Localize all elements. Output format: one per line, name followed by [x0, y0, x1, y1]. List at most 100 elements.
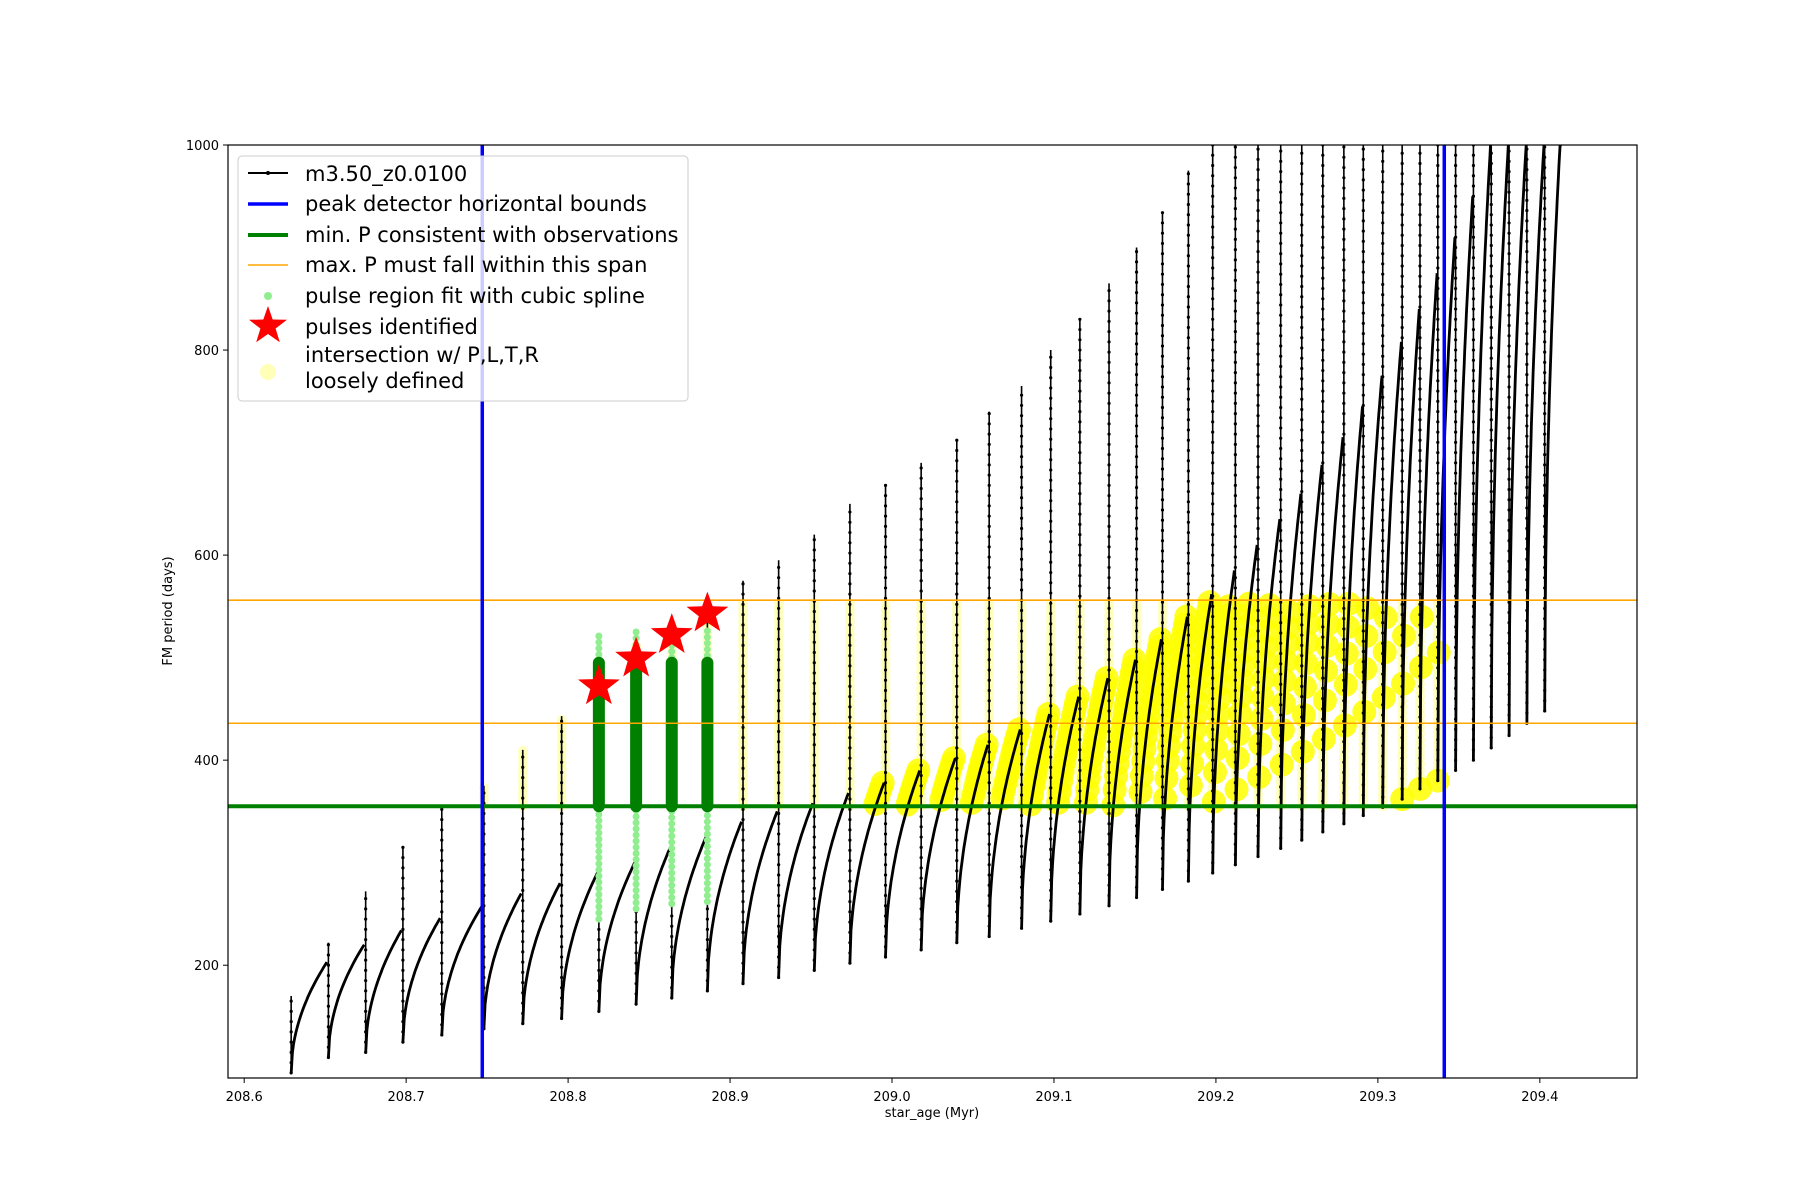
model-point [812, 661, 816, 665]
spline-point [595, 903, 603, 911]
model-point [1211, 635, 1215, 639]
model-point [1186, 459, 1190, 463]
legend-label: pulse region fit with cubic spline [305, 284, 645, 308]
model-point [1300, 510, 1304, 514]
model-point [1361, 588, 1365, 592]
model-point [1321, 615, 1325, 619]
model-point [1256, 537, 1260, 541]
model-point [1134, 701, 1139, 705]
model-point [919, 835, 923, 839]
model-point [919, 568, 923, 573]
model-point [1436, 512, 1440, 516]
model-point [1418, 377, 1422, 381]
model-point [848, 910, 852, 914]
model-point [1361, 188, 1365, 192]
spline-point [595, 841, 603, 849]
model-point [1107, 442, 1111, 446]
model-point [1321, 645, 1325, 649]
model-point [1471, 420, 1476, 424]
model-point [1107, 658, 1111, 662]
model-point [1418, 274, 1422, 278]
model-point [560, 791, 564, 795]
model-point [1300, 428, 1304, 432]
model-point [1300, 561, 1304, 565]
model-point [1543, 442, 1547, 446]
model-point [1160, 282, 1165, 287]
model-point [1186, 592, 1190, 596]
model-point [1436, 286, 1440, 291]
model-point [1436, 389, 1440, 393]
model-point [741, 664, 745, 668]
model-point [1211, 604, 1215, 608]
model-point [1186, 736, 1190, 740]
model-point [1256, 157, 1260, 161]
model-point [883, 852, 888, 857]
model-point [1256, 588, 1260, 592]
model-point [1342, 412, 1346, 416]
model-point [1186, 305, 1190, 309]
model-point [1186, 315, 1190, 319]
model-point [1160, 549, 1165, 553]
model-point [1233, 155, 1237, 159]
model-point [1256, 178, 1260, 182]
model-point [1361, 465, 1365, 469]
model-point [1454, 276, 1458, 280]
model-point [1361, 362, 1365, 367]
model-point [848, 582, 852, 586]
model-point [1279, 446, 1283, 451]
model-point [919, 527, 923, 532]
model-point [1279, 569, 1283, 574]
model-point [1107, 699, 1111, 703]
model-point [326, 1025, 331, 1029]
model-point [1300, 653, 1304, 658]
model-point [1256, 455, 1260, 459]
model-point [1361, 444, 1365, 449]
model-point [1525, 414, 1529, 418]
model-point [401, 948, 405, 952]
model-point [1279, 549, 1283, 553]
model-point [1361, 342, 1365, 346]
model-point [670, 945, 674, 949]
model-point [1233, 647, 1237, 652]
model-point [1134, 772, 1139, 777]
model-point [1525, 506, 1529, 510]
model-point [1233, 596, 1237, 600]
model-point [1019, 567, 1024, 572]
model-point [1134, 680, 1139, 684]
model-point [1543, 330, 1547, 334]
model-point [987, 463, 991, 467]
model-point [812, 784, 816, 788]
model-point [1160, 313, 1165, 317]
model-point [848, 725, 852, 729]
model-point [1186, 325, 1190, 330]
model-point [1107, 309, 1111, 313]
model-point [955, 725, 959, 729]
model-point [1211, 491, 1215, 496]
model-point [848, 715, 852, 719]
model-point [987, 760, 991, 764]
model-point [1321, 174, 1325, 178]
model-point [1049, 693, 1053, 698]
model-point [848, 807, 852, 811]
model-point [1107, 688, 1111, 693]
model-point [1134, 250, 1139, 254]
model-recovery-curve [1135, 638, 1163, 898]
spline-point [595, 644, 603, 652]
model-point [1507, 293, 1511, 297]
model-point [1300, 705, 1304, 709]
model-point [1160, 528, 1165, 533]
model-point [1256, 352, 1260, 356]
model-point [521, 909, 525, 913]
model-point [848, 869, 852, 873]
model-point [1186, 182, 1190, 186]
model-point [848, 787, 852, 791]
model-point [1019, 793, 1024, 797]
model-point [1525, 444, 1529, 449]
model-point [1436, 153, 1440, 157]
model-point [1381, 293, 1385, 297]
model-point [777, 811, 781, 816]
model-point [1543, 145, 1547, 149]
model-recovery-curve [1400, 308, 1421, 800]
model-point [1049, 468, 1053, 472]
model-point [1436, 297, 1440, 301]
